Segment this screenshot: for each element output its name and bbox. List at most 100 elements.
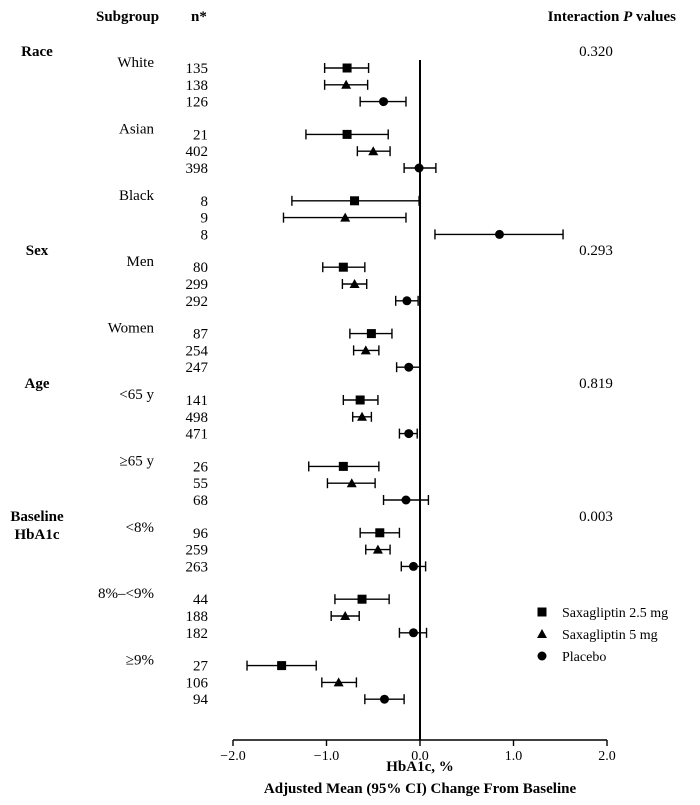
subgroup-label: Men (127, 254, 155, 270)
n-value: 9 (201, 211, 209, 227)
n-value: 263 (186, 559, 209, 575)
legend: Saxagliptin 2.5 mg Saxagliptin 5 mg Placeb… (537, 606, 668, 665)
legend-marker-square (537, 607, 547, 617)
point-estimate-square (355, 395, 365, 405)
n-value: 402 (186, 144, 209, 160)
point-estimate-square (338, 461, 348, 471)
n-value: 254 (186, 343, 209, 359)
point-estimate-triangle (340, 611, 351, 620)
n-value: 44 (193, 592, 209, 608)
point-estimate-circle (404, 429, 414, 439)
n-value: 106 (186, 675, 209, 691)
n-value: 96 (193, 526, 209, 542)
n-value: 247 (186, 360, 209, 376)
n-value: 94 (193, 692, 209, 708)
point-estimate-square (277, 661, 287, 671)
point-estimate-circle (379, 694, 389, 704)
n-value: 68 (193, 493, 208, 509)
n-value: 135 (186, 61, 209, 77)
x-axis-label-line1: HbA1c, % (386, 759, 454, 775)
point-estimate-triangle (372, 544, 383, 554)
point-estimate-triangle (341, 79, 352, 89)
n-value: 498 (186, 410, 209, 426)
n-value: 26 (193, 459, 209, 475)
n-value: 471 (186, 427, 209, 443)
n-value: 27 (193, 659, 209, 675)
legend-marker-triangle (537, 629, 547, 638)
n-value: 126 (186, 95, 209, 111)
x-tick-label: 0.0 (411, 749, 429, 764)
interaction-p-value: 0.003 (579, 509, 613, 525)
n-value: 87 (193, 327, 209, 343)
point-estimate-circle (404, 362, 414, 372)
group-label: Age (25, 376, 50, 392)
interaction-p-value: 0.293 (579, 243, 613, 259)
point-estimate-square (342, 63, 352, 73)
legend-marker-circle (537, 651, 547, 661)
n-value: 292 (186, 294, 209, 310)
point-estimate-square (375, 528, 385, 538)
subgroup-label: 8%–<9% (98, 586, 154, 602)
n-value: 55 (193, 476, 208, 492)
group-label: Race (21, 44, 53, 60)
subgroup-label: <65 y (119, 387, 154, 403)
interaction-p-value: 0.320 (579, 44, 613, 60)
n-value: 182 (186, 626, 209, 642)
n-value: 141 (186, 393, 209, 409)
subgroup-label: Women (108, 321, 155, 337)
n-header: n* (191, 9, 207, 25)
n-value: 299 (186, 277, 209, 293)
point-estimate-triangle (340, 212, 351, 222)
subgroup-label: White (117, 55, 154, 71)
point-estimate-circle (379, 97, 389, 107)
point-estimate-triangle (368, 146, 379, 156)
subgroup-header: Subgroup (96, 9, 159, 25)
point-estimate-square (357, 594, 367, 604)
legend-label: Saxagliptin 2.5 mg (562, 606, 668, 621)
n-value: 21 (193, 127, 208, 143)
legend-label: Saxagliptin 5 mg (562, 628, 658, 643)
n-value: 8 (201, 194, 209, 210)
subgroup-label: ≥65 y (120, 453, 155, 469)
point-estimate-square (338, 262, 348, 272)
subgroup-label: Black (119, 188, 154, 204)
subgroup-label: ≥9% (126, 653, 154, 669)
n-value: 259 (186, 543, 209, 559)
point-estimate-circle (402, 296, 412, 306)
point-estimate-square (350, 196, 360, 206)
n-value: 138 (186, 78, 209, 94)
point-estimate-square (366, 329, 376, 339)
x-tick-label: 2.0 (598, 749, 616, 764)
subgroup-label: Asian (119, 121, 154, 137)
subgroup-label: <8% (126, 520, 154, 536)
point-estimate-circle (408, 561, 418, 571)
point-estimate-circle (408, 628, 418, 638)
x-tick-label: −2.0 (220, 749, 245, 764)
pvalues-header: Interaction P values (548, 9, 676, 25)
point-estimate-square (342, 129, 352, 139)
pvalues-header-italic: P (623, 9, 633, 25)
n-value: 188 (186, 609, 209, 625)
x-axis: −2.0 −1.0 0.0 1.0 2.0 (220, 60, 616, 764)
pvalues-header-prefix: Interaction (548, 9, 623, 25)
n-value: 398 (186, 161, 209, 177)
point-estimate-circle (494, 229, 504, 239)
x-axis-label-line2: Adjusted Mean (95% CI) Change From Basel… (264, 781, 577, 797)
x-tick-label: 1.0 (505, 749, 523, 764)
n-value: 8 (201, 227, 209, 243)
point-estimate-triangle (360, 345, 371, 355)
group-label: Sex (26, 243, 49, 259)
point-estimate-circle (401, 495, 411, 505)
point-estimate-triangle (349, 279, 360, 288)
point-estimate-triangle (333, 677, 344, 687)
point-estimate-triangle (357, 411, 368, 421)
legend-label: Placebo (562, 650, 606, 665)
group-label: Baseline HbA1c (10, 509, 64, 543)
n-value: 80 (193, 260, 208, 276)
pvalues-header-suffix: values (632, 9, 676, 25)
x-tick-label: −1.0 (314, 749, 339, 764)
point-estimate-triangle (346, 478, 357, 488)
interaction-p-value: 0.819 (579, 376, 613, 392)
